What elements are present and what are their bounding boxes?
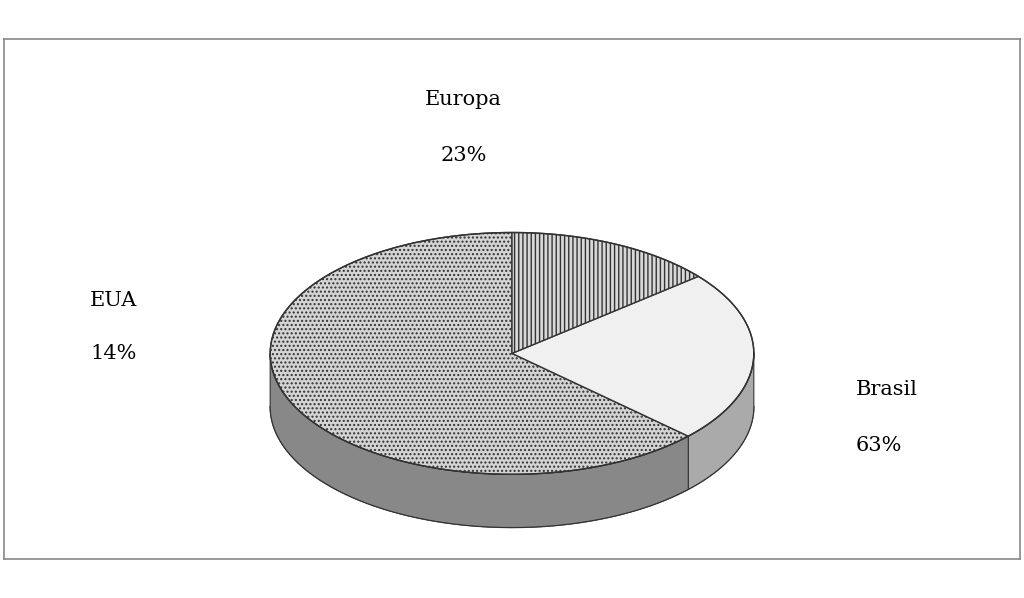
Polygon shape — [688, 354, 754, 489]
Polygon shape — [270, 233, 688, 474]
Text: Europa: Europa — [425, 90, 502, 109]
Text: EUA: EUA — [90, 291, 137, 310]
Text: 63%: 63% — [855, 436, 902, 455]
Polygon shape — [270, 353, 688, 527]
Polygon shape — [512, 276, 754, 436]
Polygon shape — [512, 233, 698, 353]
Text: Brasil: Brasil — [855, 380, 918, 399]
Text: 23%: 23% — [440, 146, 486, 164]
Text: 14%: 14% — [91, 344, 137, 363]
